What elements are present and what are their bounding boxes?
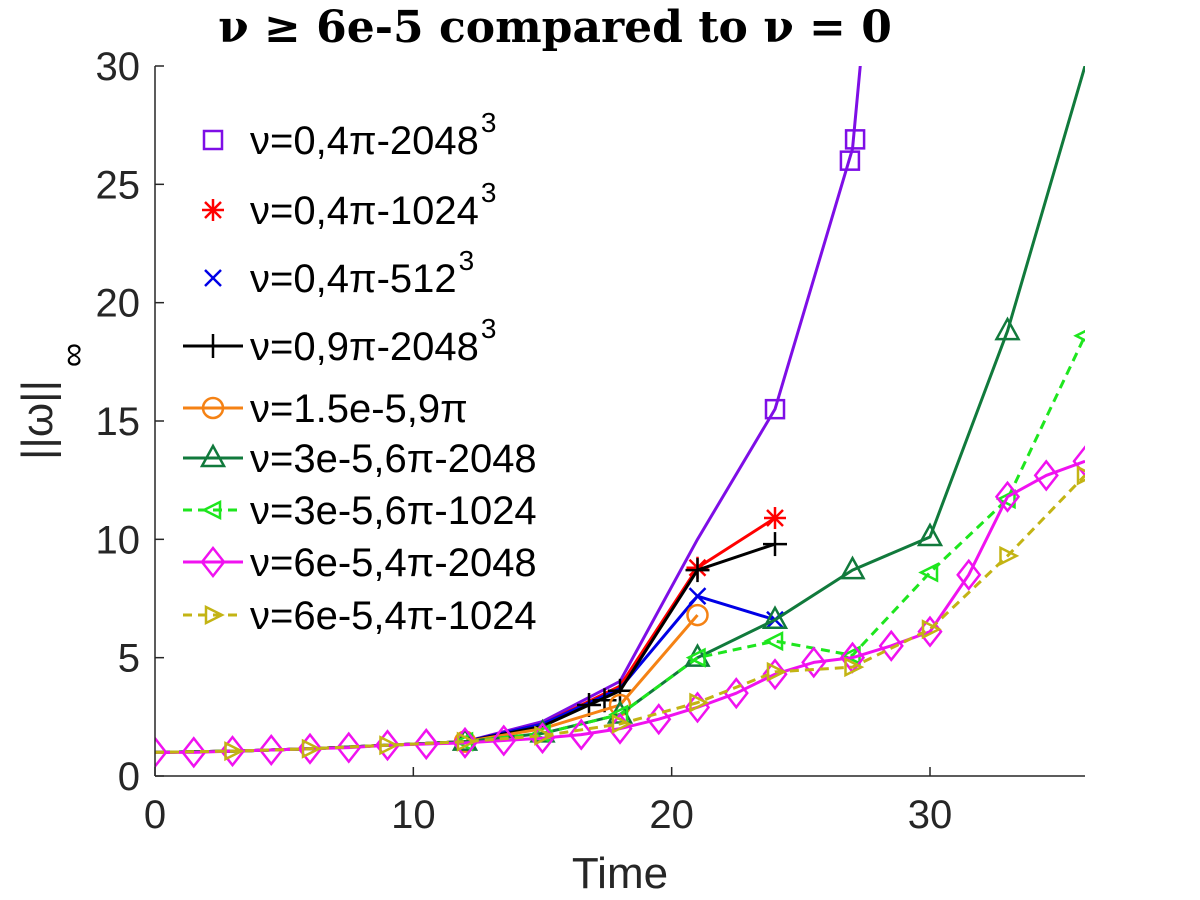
series-3-point-2	[608, 678, 632, 703]
y-tick-label-1: 5	[118, 637, 140, 681]
series-7-point-1	[181, 736, 207, 769]
series-layer	[155, 66, 1085, 769]
legend-label-2: ν=0,4π-512	[250, 257, 457, 301]
y-axis-label: ||ω||	[13, 380, 62, 460]
series-7-point-0	[155, 736, 168, 769]
legend-marker-8	[204, 604, 225, 626]
legend-label-8: ν=6e-5,4π-1024	[250, 594, 537, 638]
legend-marker-7	[200, 545, 226, 579]
series-5-point-6	[916, 522, 944, 547]
series-6-point-3	[685, 647, 706, 668]
legend-entry-2: ν=0,4π-512 3	[204, 245, 475, 301]
legend-label-sup-0: 3	[481, 107, 497, 138]
legend-marker-1	[202, 199, 224, 221]
legend-entry-1: ν=0,4π-1024 3	[202, 177, 496, 233]
series-3-point-4	[763, 532, 787, 557]
legend-entry-7: ν=6e-5,4π-2048	[183, 541, 537, 585]
y-tick-label-2: 10	[96, 518, 141, 562]
series-8-point-8	[844, 657, 865, 678]
series-8-point-4	[534, 725, 555, 746]
legend-marker-6	[201, 499, 222, 521]
legend-entry-4: ν=1.5e-5,9π	[183, 387, 468, 431]
x-axis-label: Time	[572, 849, 668, 898]
series-8-point-11	[1076, 465, 1085, 486]
series-8-point-0	[224, 741, 245, 762]
y-tick-label-6: 30	[96, 45, 141, 89]
x-tick-label-2: 20	[649, 793, 694, 837]
y-axis-label-subscript: ∞	[54, 343, 92, 367]
legend-label-sup-2: 3	[459, 245, 475, 276]
y-tick-label-4: 20	[96, 282, 141, 326]
series-8-point-6	[689, 692, 710, 713]
series-7-point-5	[336, 731, 362, 764]
legend-label-5: ν=3e-5,6π-2048	[250, 437, 537, 481]
legend-entry-5: ν=3e-5,6π-2048	[183, 437, 537, 481]
legend-entry-0: ν=0,4π-2048 3	[202, 107, 497, 163]
series-7-point-7	[413, 728, 439, 761]
series-6-point-6	[918, 562, 939, 583]
series-8	[155, 465, 1085, 762]
legend-label-6: ν=3e-5,6π-1024	[250, 489, 537, 533]
legend-label-sup-3: 3	[481, 313, 497, 344]
series-7-point-15	[723, 677, 749, 710]
series-0-point-0	[764, 398, 786, 420]
legend-entry-8: ν=6e-5,4π-1024	[183, 594, 537, 638]
x-tick-label-3: 30	[908, 793, 953, 837]
legend-marker-4	[201, 396, 225, 420]
series-5-point-4	[761, 605, 789, 630]
series-7-point-22	[994, 480, 1021, 513]
legend: ν=0,4π-2048 3ν=0,4π-1024 3ν=0,4π-512 3ν=0,9…	[183, 107, 537, 638]
series-7-point-11	[568, 718, 594, 751]
series-3-point-3	[685, 558, 710, 583]
series-7-point-21	[956, 558, 982, 591]
series-5-point-7	[994, 316, 1021, 341]
series-7-point-24	[1072, 445, 1085, 478]
legend-marker-3	[201, 334, 225, 358]
series-8-point-5	[611, 713, 632, 734]
y-tick-label-3: 15	[96, 400, 141, 444]
legend-label-sup-1: 3	[481, 177, 497, 208]
legend-entry-6: ν=3e-5,6π-1024	[183, 489, 537, 533]
chart-title: ν ≥ 6e-5 compared to ν = 0	[218, 2, 892, 53]
legend-label-3: ν=0,9π-2048	[250, 325, 479, 369]
series-6-point-4	[763, 631, 784, 652]
series-7-point-19	[878, 629, 904, 662]
series-7-point-17	[801, 646, 827, 679]
legend-marker-5	[199, 443, 227, 468]
series-6-point-8	[1073, 329, 1085, 342]
series-2-point-0	[688, 587, 707, 606]
legend-label-1: ν=0,4π-1024	[250, 189, 479, 233]
series-0-point-2	[844, 129, 866, 150]
legend-entry-3: ν=0,9π-2048 3	[183, 313, 496, 369]
series-8-point-9	[921, 619, 942, 640]
legend-marker-0	[202, 129, 224, 151]
legend-label-4: ν=1.5e-5,9π	[250, 387, 468, 431]
y-tick-label-5: 25	[96, 163, 141, 207]
series-4-point-2	[686, 603, 709, 627]
series-8-point-10	[999, 545, 1020, 566]
series-line-8	[155, 474, 1085, 754]
series-1-point-1	[764, 507, 786, 530]
x-tick-label-1: 10	[391, 793, 436, 837]
series-8-point-3	[456, 731, 477, 752]
axes: 0 10 20 30 0 5 10 15 20 25 30	[96, 45, 1085, 837]
series-8-point-7	[766, 661, 787, 682]
series-8-point-2	[379, 735, 400, 756]
x-tick-label-0: 0	[144, 793, 166, 837]
series-0-point-1	[839, 150, 861, 171]
legend-label-0: ν=0,4π-2048	[250, 119, 479, 163]
y-tick-label-0: 0	[118, 755, 140, 799]
series-7-point-23	[1033, 459, 1059, 492]
series-6-point-7	[995, 489, 1016, 510]
series-5-point-5	[839, 555, 866, 580]
series-7-point-3	[258, 733, 284, 766]
series-8-point-1	[301, 738, 322, 759]
series-7-point-9	[491, 724, 517, 757]
legend-marker-2	[204, 269, 222, 287]
legend-label-7: ν=6e-5,4π-2048	[250, 541, 537, 585]
